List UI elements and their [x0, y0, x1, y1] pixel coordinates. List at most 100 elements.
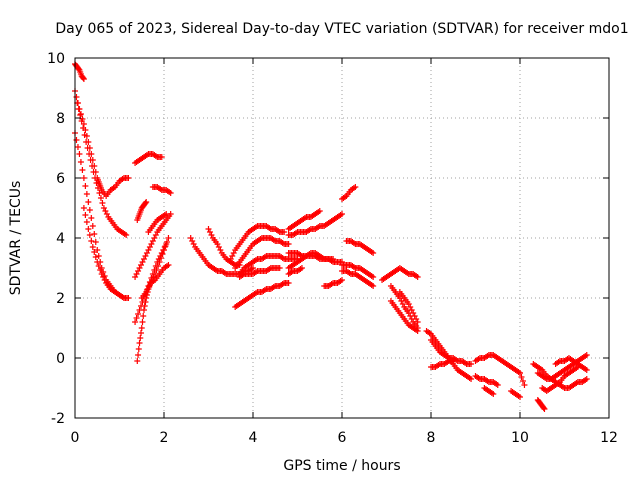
data-point: [100, 274, 107, 280]
data-point: [398, 298, 405, 304]
series-s12: [149, 184, 174, 196]
y-axis-label: SDTVAR / TECUs: [8, 181, 24, 296]
data-point: [123, 232, 130, 238]
data-point: [143, 199, 150, 205]
data-point: [83, 219, 90, 225]
series-s37: [428, 358, 457, 370]
data-point: [135, 346, 142, 352]
y-tick-label: 6: [56, 171, 65, 187]
data-point: [91, 249, 98, 255]
data-point: [148, 241, 155, 247]
data-point: [517, 370, 523, 376]
data-point: [89, 163, 96, 169]
data-point: [330, 256, 337, 262]
x-axis-label: GPS time / hours: [283, 458, 400, 474]
series-s46: [534, 397, 548, 412]
data-point: [75, 106, 82, 112]
data-point: [583, 376, 590, 382]
data-point: [152, 271, 159, 277]
data-point: [151, 235, 158, 241]
data-point: [230, 250, 237, 256]
data-point: [189, 238, 196, 244]
series-s41: [508, 388, 523, 400]
tick-labels: 0 2 4 6 8 10 12 -2 0 2 4 6 8 10: [47, 51, 618, 446]
data-point: [103, 211, 110, 217]
data-point: [73, 137, 80, 143]
data-point: [370, 274, 377, 280]
data-point: [140, 313, 147, 319]
data-point: [414, 274, 421, 280]
data-point: [97, 267, 104, 273]
data-point: [370, 250, 377, 256]
data-point: [138, 325, 145, 331]
data-point: [146, 244, 153, 250]
data-point: [80, 76, 87, 82]
data-point: [316, 208, 323, 214]
data-point: [517, 394, 523, 400]
data-point: [91, 231, 98, 237]
data-point: [136, 307, 143, 313]
data-point: [158, 154, 165, 160]
x-tick-label: 6: [338, 430, 347, 446]
data-point: [135, 352, 142, 358]
data-point: [94, 259, 101, 265]
series-s27: [339, 184, 359, 202]
data-point: [88, 238, 95, 244]
data-point: [89, 244, 96, 250]
data-point: [79, 167, 86, 173]
data-point: [85, 199, 92, 205]
data-point: [80, 175, 87, 181]
data-point: [165, 262, 172, 268]
series-s38: [472, 352, 523, 376]
grid: [75, 58, 609, 418]
data-point: [100, 205, 107, 211]
data-point: [158, 255, 165, 261]
data-point: [142, 253, 149, 259]
series-s21: [285, 208, 323, 232]
data-point: [414, 319, 421, 325]
series-s20: [236, 265, 283, 280]
y-tick-label: 10: [47, 51, 65, 67]
data-point: [138, 262, 145, 268]
data-point: [519, 378, 526, 384]
data-point: [102, 208, 109, 214]
data-point: [540, 405, 547, 411]
data-point: [521, 382, 528, 388]
data-point: [339, 277, 345, 283]
data-point: [281, 229, 288, 235]
x-tick-label: 2: [160, 430, 169, 446]
data-point: [135, 311, 142, 317]
data-point: [90, 169, 97, 175]
data-point: [134, 358, 141, 364]
data-point: [413, 316, 420, 322]
data-point: [139, 319, 146, 325]
data-point: [84, 145, 91, 151]
data-point: [95, 263, 102, 269]
data-point: [156, 259, 163, 265]
data-point: [138, 330, 145, 336]
data-point: [74, 144, 81, 150]
data-point: [136, 340, 143, 346]
data-point: [87, 157, 94, 163]
x-tick-label: 8: [427, 430, 436, 446]
series-s8: [132, 211, 174, 280]
data-point: [125, 175, 132, 181]
series-s17: [232, 235, 292, 271]
series-s45: [539, 364, 581, 394]
data-point: [76, 151, 83, 157]
data-point: [163, 211, 170, 217]
y-tick-label: 2: [56, 291, 65, 307]
data-point: [136, 265, 143, 271]
data-point: [229, 253, 236, 259]
data-point: [83, 139, 90, 145]
data-point: [468, 376, 475, 382]
data-point: [94, 185, 101, 191]
x-tick-label: 0: [71, 430, 80, 446]
data-point: [85, 226, 92, 232]
data-point: [133, 315, 140, 321]
data-point: [86, 232, 93, 238]
series-s3: [74, 100, 130, 238]
data-point: [518, 374, 525, 380]
